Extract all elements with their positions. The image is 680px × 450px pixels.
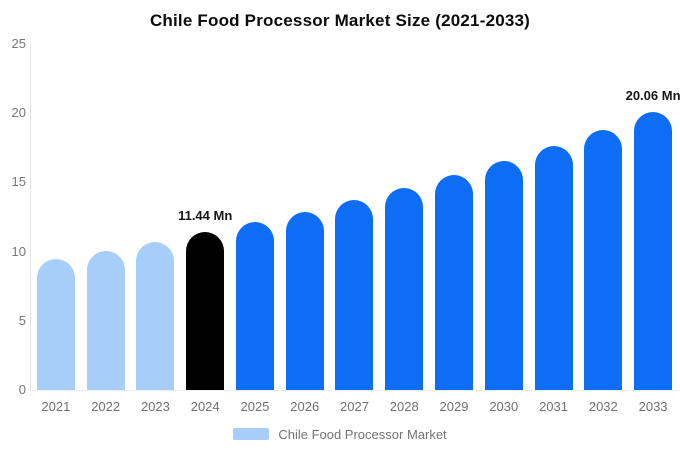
- plot-area: 11.44 Mn 20.06 Mn: [31, 44, 680, 390]
- bar-group-2026: [280, 44, 330, 390]
- bar-2026: [285, 211, 324, 390]
- x-tick-label-2023: 2023: [140, 399, 170, 414]
- y-tick-label-0: 0: [18, 382, 26, 397]
- x-axis: 2021 2022 2023 2024 2025 2026 2027 2028 2029 2030…: [31, 399, 678, 414]
- x-tick-label-2030: 2030: [489, 399, 519, 414]
- x-tick-label-2025: 2025: [240, 399, 270, 414]
- y-tick-label-5: 5: [18, 312, 26, 328]
- x-tick-label-2032: 2032: [588, 399, 618, 414]
- y-tick-label-25: 25: [11, 36, 26, 51]
- y-tick-label-15: 15: [11, 174, 26, 190]
- x-tick-label-2026: 2026: [290, 399, 320, 414]
- chart-title: Chile Food Processor Market Size (2021-2…: [149, 11, 531, 30]
- bar-2028: [385, 188, 424, 390]
- bar-2031: [534, 146, 573, 390]
- y-tick-label-20: 20: [11, 105, 26, 121]
- legend-swatch: [233, 428, 270, 440]
- bar-group-2031: [529, 44, 579, 390]
- bar-group-2028: [379, 44, 429, 390]
- bar-2023: [136, 241, 175, 390]
- bar-group-2022: [81, 44, 131, 390]
- bar-2032: [584, 130, 623, 390]
- data-label-2033: 20.06 Mn: [625, 88, 680, 104]
- legend-label: Chile Food Processor Market: [278, 426, 447, 442]
- x-tick-label-2031: 2031: [539, 399, 568, 414]
- bar-2025: [235, 221, 274, 390]
- legend-item[interactable]: Chile Food Processor Market: [0, 426, 680, 442]
- bar-group-2027: [330, 44, 380, 390]
- bar-2022: [86, 250, 125, 390]
- x-axis-line: [30, 390, 678, 391]
- data-label-2024: 11.44 Mn: [178, 207, 233, 223]
- x-tick-label-2027: 2027: [340, 399, 369, 414]
- bar-group-2032: [578, 44, 628, 390]
- bar-group-2023: [131, 44, 181, 390]
- x-tick-label-2021: 2021: [41, 399, 71, 414]
- bar-group-2021: [31, 44, 81, 390]
- bar-2024: [186, 231, 225, 390]
- bar-group-2024: 11.44 Mn: [178, 44, 233, 390]
- y-tick-label-10: 10: [11, 243, 26, 259]
- x-tick-label-2033: 2033: [638, 399, 668, 414]
- bar-2033: [634, 112, 673, 390]
- x-tick-label-2024: 2024: [190, 399, 220, 414]
- bar-2021: [36, 258, 75, 390]
- bar-2029: [435, 175, 473, 390]
- bar-group-2029: [429, 44, 479, 390]
- x-tick-label-2022: 2022: [91, 399, 121, 414]
- y-axis-line: [30, 43, 31, 391]
- x-tick-label-2028: 2028: [389, 399, 419, 414]
- bar-2027: [335, 199, 374, 390]
- bar-group-2030: [479, 44, 529, 390]
- bar-group-2033: 20.06 Mn: [625, 44, 680, 390]
- x-tick-label-2029: 2029: [439, 399, 469, 414]
- bar-2030: [484, 160, 523, 390]
- bar-group-2025: [230, 44, 280, 390]
